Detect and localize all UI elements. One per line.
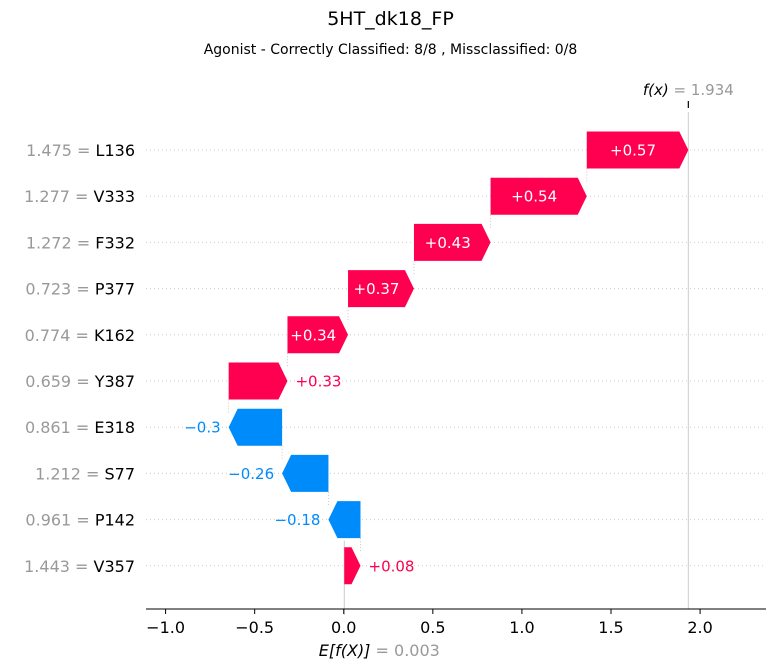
x-tick-label: −0.5	[235, 618, 274, 637]
feature-label: 1.277 = V333	[24, 187, 135, 206]
bar-value-label: −0.18	[274, 511, 320, 529]
bar-value-label: +0.08	[369, 557, 415, 575]
x-axis: −1.0 −0.5 0.0 0.5 1.0 1.5 2.0	[146, 608, 766, 637]
bar-l136	[586, 131, 689, 169]
bar-s77	[282, 454, 329, 492]
feature-label: 1.212 = S77	[35, 464, 135, 483]
output-value-label: f(x) = 1.934	[643, 81, 734, 99]
bar-v357	[344, 547, 361, 585]
bar-f332	[413, 223, 491, 261]
bar-value-label: −0.26	[228, 465, 274, 483]
bars-layer: +0.57 +0.54 +0.43 +0.37 +0.34 +0.33 −0.3 −0.26 −…	[184, 131, 689, 585]
feature-label: 0.961 = P142	[25, 511, 135, 530]
bar-k162	[287, 316, 349, 354]
feature-label: 0.659 = Y387	[25, 372, 135, 391]
x-tick-label: 1.0	[509, 618, 534, 637]
bar-value-label: −0.3	[184, 419, 220, 437]
grid-layer	[146, 149, 766, 567]
bar-value-label: +0.54	[511, 188, 557, 206]
feature-label: 0.723 = P377	[25, 280, 135, 299]
bar-value-label: +0.34	[290, 326, 336, 344]
bar-value-label: +0.33	[295, 373, 341, 391]
x-tick-label: 2.0	[687, 618, 712, 637]
feature-label: 0.861 = E318	[25, 418, 135, 437]
bar-value-label: +0.37	[354, 280, 400, 298]
chart-subtitle: Agonist - Correctly Classified: 8/8 , Mi…	[203, 42, 578, 58]
base-value-label: E[f(X)] = 0.003	[319, 641, 440, 660]
x-tick-label: −1.0	[146, 618, 185, 637]
feature-labels-layer: 1.475 = L136 1.277 = V333 1.272 = F332 0.72…	[24, 141, 135, 576]
bar-e318	[228, 408, 283, 446]
chart-title: 5HT_dk18_FP	[327, 8, 454, 30]
x-tick-label: 0.5	[420, 618, 445, 637]
x-tick-label: 0.0	[331, 618, 356, 637]
bar-p377	[348, 270, 414, 308]
feature-label: 1.475 = L136	[26, 141, 135, 160]
bar-value-label: +0.57	[610, 142, 656, 160]
bar-value-label: +0.43	[425, 234, 471, 252]
bar-p142	[328, 501, 361, 539]
annotations-layer: f(x) = 1.934 E[f(X)] = 0.003	[319, 81, 734, 660]
feature-label: 1.443 = V357	[24, 557, 135, 576]
bar-v333	[490, 177, 587, 215]
feature-label: 0.774 = K162	[25, 326, 135, 345]
x-tick-label: 1.5	[598, 618, 623, 637]
feature-label: 1.272 = F332	[26, 233, 135, 252]
bar-y387	[228, 362, 288, 400]
